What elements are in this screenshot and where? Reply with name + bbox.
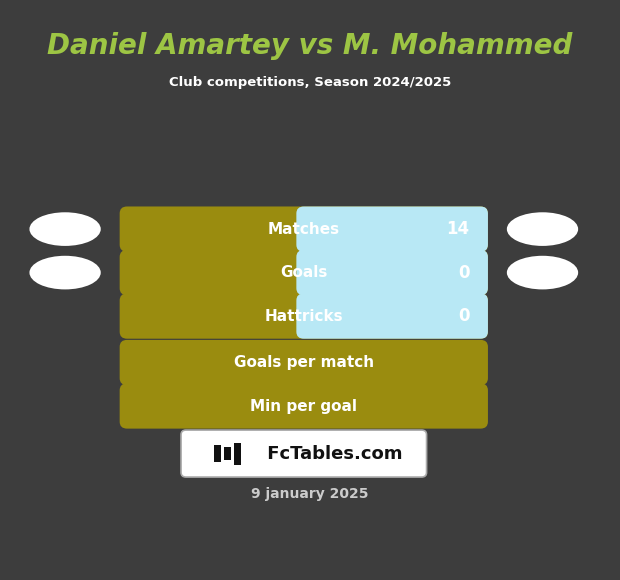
Text: Min per goal: Min per goal [250, 398, 357, 414]
Text: Goals: Goals [280, 265, 327, 280]
FancyBboxPatch shape [234, 443, 241, 465]
FancyBboxPatch shape [120, 206, 488, 252]
FancyBboxPatch shape [214, 445, 221, 462]
FancyBboxPatch shape [304, 257, 330, 288]
Ellipse shape [507, 212, 578, 246]
FancyBboxPatch shape [224, 447, 231, 460]
FancyBboxPatch shape [304, 213, 330, 245]
FancyBboxPatch shape [296, 206, 488, 252]
FancyBboxPatch shape [120, 250, 488, 295]
Text: 9 january 2025: 9 january 2025 [251, 487, 369, 501]
FancyBboxPatch shape [181, 430, 427, 477]
Text: Hattricks: Hattricks [265, 309, 343, 324]
Text: FcTables.com: FcTables.com [261, 444, 402, 463]
FancyBboxPatch shape [296, 293, 488, 339]
Ellipse shape [29, 212, 100, 246]
Text: 14: 14 [446, 220, 469, 238]
Text: Goals per match: Goals per match [234, 355, 374, 370]
Text: 0: 0 [458, 263, 469, 282]
FancyBboxPatch shape [304, 300, 330, 332]
FancyBboxPatch shape [120, 340, 488, 385]
Text: 0: 0 [458, 307, 469, 325]
Ellipse shape [507, 256, 578, 289]
FancyBboxPatch shape [120, 293, 488, 339]
Text: Daniel Amartey vs M. Mohammed: Daniel Amartey vs M. Mohammed [47, 32, 573, 60]
FancyBboxPatch shape [296, 250, 488, 295]
FancyBboxPatch shape [120, 383, 488, 429]
Text: Club competitions, Season 2024/2025: Club competitions, Season 2024/2025 [169, 76, 451, 89]
Text: Matches: Matches [268, 222, 340, 237]
Ellipse shape [29, 256, 100, 289]
